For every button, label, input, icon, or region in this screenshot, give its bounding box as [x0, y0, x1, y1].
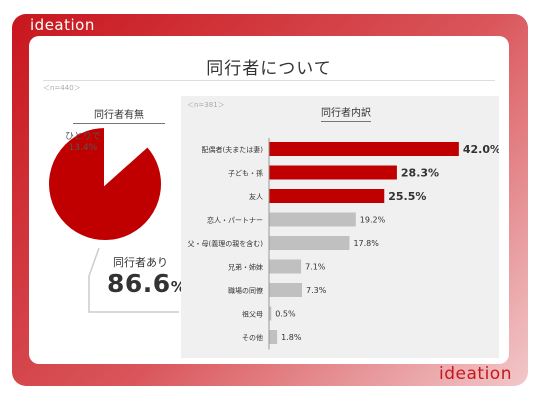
pie-label-companion-name: 同行者あり [113, 256, 168, 269]
bar-category-label: その他 [242, 333, 263, 342]
bar-category-label: 友人 [249, 192, 263, 201]
bar [269, 212, 356, 227]
pie-label-alone: ひとりで 13.4% [65, 132, 101, 154]
bar-category-label: 祖父母 [242, 310, 263, 319]
bar-chart: 配偶者(夫または妻) 42.0% 子ども・孫 28.3% 友人 25.5% 恋人・パートナー… [188, 138, 499, 350]
bar-value-label: 17.8% [353, 239, 379, 248]
bar-chart-panel: ＜n=381＞ 同行者内訳 配偶者(夫または妻) 42.0% 子ども・孫 28.3% 友… [181, 96, 499, 358]
title-divider [43, 80, 495, 81]
bar-value-label: 7.1% [305, 263, 326, 272]
bar [269, 330, 278, 344]
bar-value-label: 28.3% [401, 167, 439, 180]
bar-category-label: 子ども・孫 [228, 169, 263, 178]
bar [269, 165, 397, 180]
pie-slice-1 [104, 125, 149, 187]
pie-label-companion-number: 86.6 [107, 269, 171, 298]
bar-category-label: 兄弟・姉妹 [228, 263, 263, 272]
pie-sample-size: ＜n=440＞ [43, 84, 81, 92]
bar-category-label: 職場の同僚 [228, 286, 263, 295]
bar-sample-size: ＜n=381＞ [187, 101, 225, 109]
bar-value-label: 19.2% [360, 216, 386, 225]
bar [269, 142, 459, 156]
bar-value-label: 0.5% [275, 310, 296, 319]
bar-category-label: 配偶者(夫または妻) [202, 145, 264, 154]
bar [269, 283, 302, 297]
pie-label-alone-name: ひとりで [65, 132, 101, 142]
bar-value-label: 25.5% [388, 190, 426, 203]
bar-category-label: 父・母(義理の親を含む) [188, 239, 264, 248]
bar-value-label: 1.8% [281, 333, 302, 342]
bar [269, 236, 350, 250]
bar-value-label: 7.3% [306, 286, 327, 295]
pie-label-alone-value: 13.4% [68, 143, 98, 153]
pie-label-companion-value: 86.6% [107, 269, 186, 298]
ideation-logo-top: ideation [30, 16, 95, 34]
pie-leader-line [88, 247, 179, 313]
page-title: 同行者について [206, 59, 332, 79]
bar [269, 189, 385, 203]
bar [269, 306, 272, 321]
ideation-logo-bottom: ideation [439, 364, 512, 384]
pie-chart [47, 125, 163, 242]
pie-title: 同行者有無 [73, 106, 165, 124]
bar [269, 259, 302, 274]
bar-category-label: 恋人・パートナー [207, 216, 263, 225]
bar-chart-title: 同行者内訳 [321, 104, 371, 122]
bar-value-label: 42.0% [463, 143, 499, 156]
content-panel: 同行者について ＜n=440＞ 同行者有無 ひとりで 13.4% 同行者あり 8… [29, 36, 509, 364]
